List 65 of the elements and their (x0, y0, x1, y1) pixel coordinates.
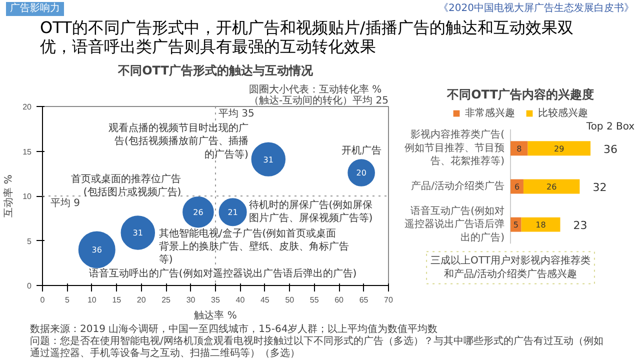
text: 问题：您是否在使用智能电视/网络机顶盒观看电视时接触过以下不同形式的广告（多选）？与其中哪些形式的广告有过互动（例如通过遥控器、手机等设备与之互动、扫描二维码等）（多选） (30, 336, 604, 359)
bar (528, 141, 590, 156)
text: OTT的不同广告形式中，开机广告和视频贴片/插播广告的触达和互动效果双优，语音呼出类广告则具有最强的互动转化效果 (39, 18, 574, 56)
annotation: 观看点播的视频节目时出现的广告(包括视频播放前广告、插播的广告等) (108, 122, 248, 160)
x-tick-label: 10 (87, 296, 97, 304)
x-tick-label: 45 (260, 296, 270, 304)
x-tick-label: 25 (162, 296, 172, 304)
annotation: 待机时的屏保广告(例如屏保图片广告、屏保视频广告等) (248, 199, 373, 224)
data-label: 20 (356, 168, 366, 178)
x-tick-label: 65 (359, 296, 369, 304)
x-tick-label: 5 (64, 296, 70, 304)
data-label: 26 (193, 208, 204, 218)
x-tick-label: 35 (211, 296, 220, 304)
y-tick-label: 10 (22, 192, 32, 201)
chart-title: 不同OTT广告形式的触达与互动情况 (117, 64, 314, 78)
x-tick-label: 30 (186, 296, 196, 304)
y-tick-label: 20 (22, 102, 32, 112)
data-label: 5 (513, 220, 518, 230)
x-tick-label: 70 (384, 296, 394, 304)
x-tick-label: 0 (40, 296, 46, 304)
text: 圆圈大小代表：互动转化率 %（触达-互动间的转化）平均 25 (248, 84, 389, 106)
bar (523, 179, 580, 194)
x-tick-label: 55 (310, 296, 320, 304)
data-label: 31 (132, 228, 143, 238)
y-tick-label: 0 (27, 282, 32, 290)
x-tick-label: 15 (112, 296, 122, 304)
x-tick-label: 50 (285, 296, 295, 304)
legend-label: 非常感兴趣 (465, 106, 515, 120)
annotation: 首页或桌面的推荐位广告(包括图片或视频广告) (71, 173, 182, 198)
data-label: 6 (514, 182, 520, 192)
x-axis-title: 触达率 % (194, 310, 237, 322)
text: 《2020中国电视大屏广告生态发展白皮书》 (438, 2, 634, 16)
data-label: 18 (536, 220, 546, 230)
annotation: 其他智能电视/盒子广告(例如首页或桌面背景上的换肤广告、壁纸、皮肤、角标广告等) (158, 227, 349, 266)
y-tick-label: 5 (27, 236, 32, 246)
data-label: 29 (554, 144, 564, 154)
bar (510, 217, 522, 232)
total-label: 23 (573, 219, 588, 232)
annotation: Top 2 Box (585, 121, 635, 132)
legend-label: 比较感兴趣 (538, 106, 588, 120)
annotation: 语音互动呼出的广告(例如对遥控器说出广告语后弹出的广告) (88, 268, 357, 280)
data-label: 26 (546, 182, 557, 192)
bar (510, 179, 524, 194)
data-label: 8 (516, 144, 522, 154)
total-label: 36 (604, 142, 618, 156)
x-tick-label: 60 (334, 296, 344, 304)
y-tick-label: 影视内容推荐类广告(例如节目推荐、节目预告、花絮推荐等) (404, 128, 505, 168)
ref-line-label: 平均 35 (218, 108, 254, 120)
chart-title: 不同OTT广告内容的兴趣度 (446, 88, 594, 102)
y-axis-title: 互动率 % (2, 174, 15, 218)
text: 三成以上OTT用户对影视内容推荐类和产品/活动介绍类广告感兴趣 (430, 254, 590, 280)
total-label: 32 (592, 180, 607, 194)
x-tick-label: 40 (236, 296, 246, 304)
x-tick-label: 20 (136, 296, 146, 304)
text: 广告影响力 (6, 2, 64, 16)
bar (510, 141, 528, 156)
annotation: 开机广告 (341, 144, 382, 157)
y-tick-label: 语音互动广告(例如对遥控器说出广告语后弹出的广告) (404, 204, 505, 244)
y-tick-label: 产品/活动介绍类广告 (411, 180, 505, 192)
data-label: 36 (92, 246, 102, 255)
ref-line-label: 平均 9 (50, 197, 80, 209)
data-label: 31 (263, 155, 274, 164)
data-label: 21 (228, 208, 238, 218)
bar (521, 217, 560, 232)
y-tick-label: 15 (22, 147, 32, 156)
